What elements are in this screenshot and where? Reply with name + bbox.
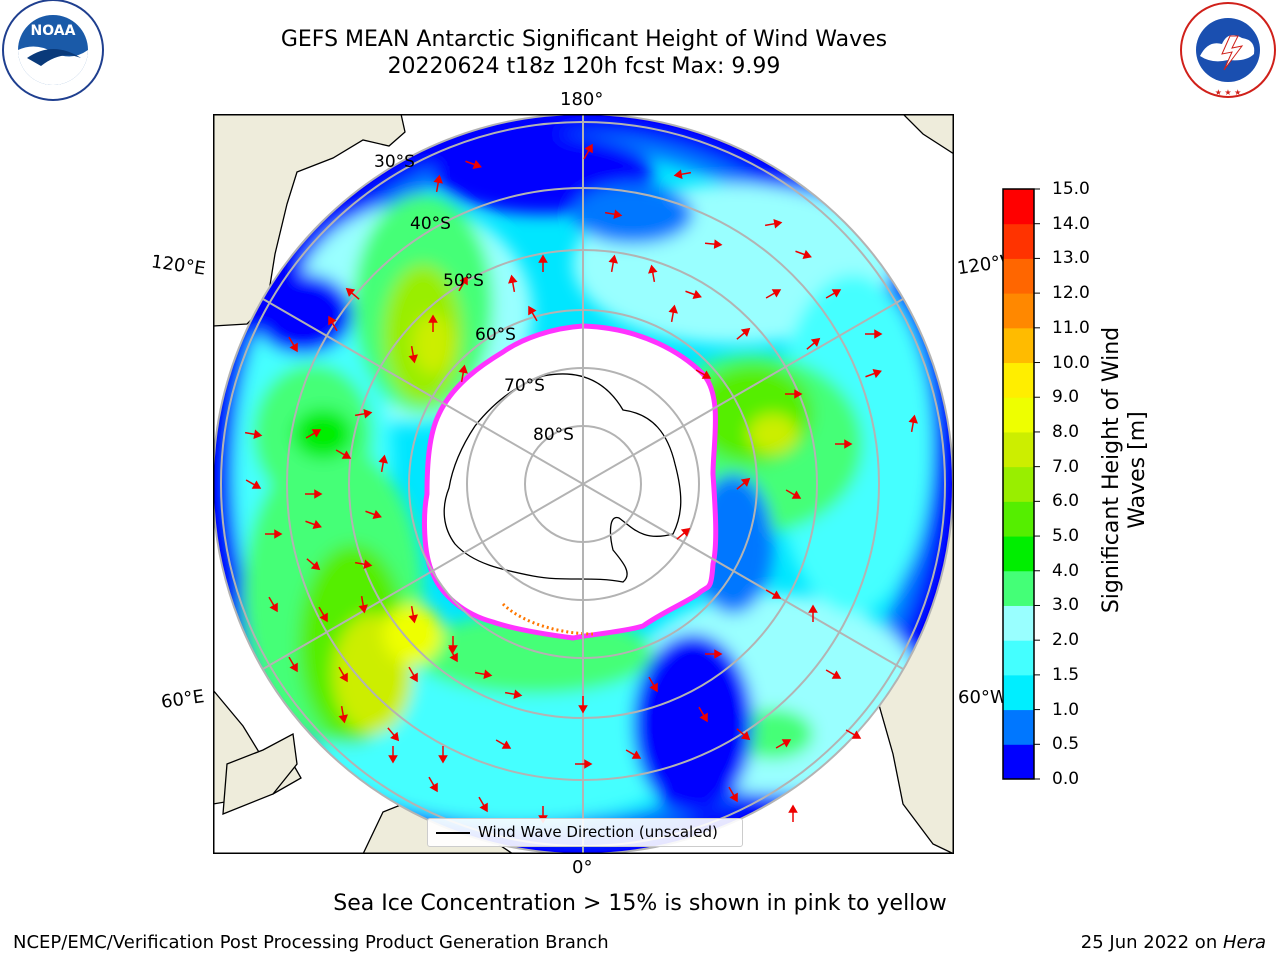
colorbar-segment	[1003, 258, 1034, 294]
colorbar-tick-label: 8.0	[1052, 421, 1080, 442]
colorbar-tick-label: 2.0	[1052, 630, 1080, 651]
colorbar-segment	[1003, 327, 1034, 364]
lon-label-60e: 60°E	[159, 686, 206, 713]
footer-date-text: 25 Jun 2022 on	[1080, 932, 1223, 953]
lat-label-60s: 60°S	[475, 325, 516, 345]
noaa-logo: NOAA	[1, 0, 105, 104]
lon-label-60w: 60°W	[958, 687, 1008, 708]
lat-label-70s: 70°S	[504, 376, 545, 396]
legend-line-icon	[436, 832, 470, 834]
svg-text:Waves [m]: Waves [m]	[1125, 411, 1150, 528]
lat-label-30s: 30°S	[374, 152, 415, 172]
lon-label-0: 0°	[572, 857, 593, 878]
map-legend: Wind Wave Direction (unscaled)	[427, 818, 743, 847]
colorbar-segment	[1003, 431, 1034, 468]
colorbar-segment	[1003, 397, 1034, 433]
lat-label-50s: 50°S	[443, 271, 484, 291]
colorbar-segment	[1003, 501, 1034, 537]
colorbar-tick-label: 1.5	[1052, 664, 1080, 685]
colorbar-segment	[1003, 605, 1034, 641]
svg-text:★ ★ ★: ★ ★ ★	[1215, 88, 1242, 97]
colorbar-tick-label: 6.0	[1052, 491, 1080, 512]
polar-map: 180° 120°E 120°W 60°E 60°W 0° 30°S 40°S …	[150, 89, 1020, 878]
colorbar-tick-label: 11.0	[1052, 317, 1090, 338]
colorbar-tick-label: 12.0	[1052, 283, 1090, 304]
colorbar-tick-label: 13.0	[1052, 248, 1090, 269]
colorbar-tick-label: 9.0	[1052, 387, 1080, 408]
footer-date: 25 Jun 2022 on Hera	[1081, 932, 1266, 953]
colorbar-tick-label: 15.0	[1052, 179, 1090, 199]
chart-title: GEFS MEAN Antarctic Significant Height o…	[280, 27, 888, 52]
colorbar-tick-label: 14.0	[1052, 213, 1090, 234]
colorbar-segment	[1003, 674, 1034, 711]
colorbar-segment	[1003, 362, 1034, 398]
colorbar-tick-label: 7.0	[1052, 456, 1080, 477]
colorbar-segment	[1003, 536, 1034, 572]
chart-subtitle: 20220624 t18z 120h fcst Max: 9.99	[387, 54, 781, 79]
footer-host: Hera	[1222, 932, 1266, 953]
lon-label-120e: 120°E	[149, 251, 207, 280]
lon-label-180: 180°	[560, 89, 604, 110]
lat-label-40s: 40°S	[410, 214, 451, 234]
colorbar-tick-label: 0.0	[1052, 769, 1080, 789]
colorbar-tick-label: 4.0	[1052, 560, 1080, 581]
nws-logo: ★ ★ ★	[1178, 0, 1278, 100]
colorbar-segment	[1003, 466, 1034, 502]
colorbar-tick-label: 0.5	[1052, 734, 1080, 755]
sea-ice-note: Sea Ice Concentration > 15% is shown in …	[333, 891, 947, 916]
colorbar-segment	[1003, 744, 1034, 780]
colorbar-tick-label: 1.0	[1052, 699, 1080, 720]
colorbar-segment	[1003, 570, 1034, 606]
legend-label: Wind Wave Direction (unscaled)	[478, 823, 718, 841]
noaa-logo-text: NOAA	[31, 23, 76, 39]
colorbar	[1002, 188, 1042, 787]
colorbar-segment	[1003, 640, 1034, 676]
colorbar-tick-label: 3.0	[1052, 595, 1080, 616]
colorbar-segment	[1003, 709, 1034, 745]
colorbar-segment	[1003, 293, 1034, 329]
colorbar-segment	[1003, 223, 1034, 259]
colorbar-title: Significant Height of Wind Waves [m]	[1066, 300, 1194, 640]
colorbar-tick-label: 10.0	[1052, 352, 1090, 373]
svg-text:Significant Height of Wind: Significant Height of Wind	[1099, 327, 1124, 613]
colorbar-segment	[1003, 189, 1034, 225]
lat-label-80s: 80°S	[533, 425, 574, 445]
footer-credit: NCEP/EMC/Verification Post Processing Pr…	[13, 932, 609, 953]
colorbar-tick-label: 5.0	[1052, 526, 1080, 547]
